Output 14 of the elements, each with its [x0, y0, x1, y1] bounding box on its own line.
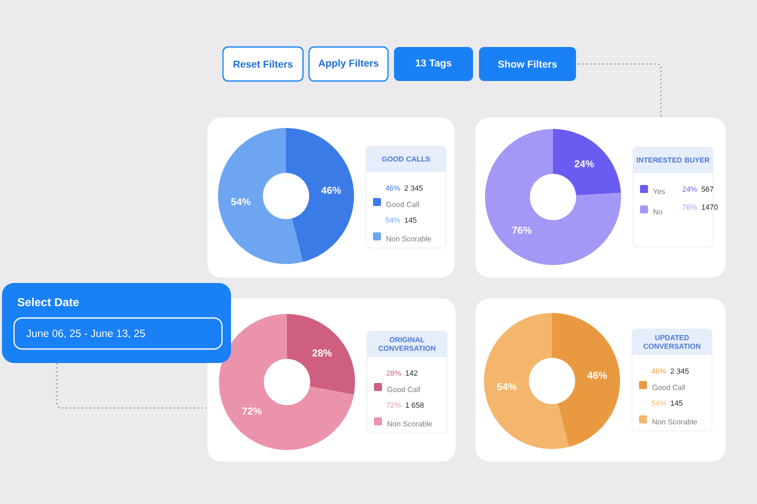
data-label: 46% [321, 186, 341, 194]
text: Show Filters [498, 60, 557, 68]
data-label: 54% [497, 383, 517, 390]
data-label: 54% [231, 198, 251, 206]
text: Apply Filters [318, 59, 378, 69]
text: 13 Tags [416, 59, 452, 69]
text: Select Date [18, 298, 79, 306]
data-label: 76% [512, 226, 532, 234]
data-label: 46% [587, 372, 607, 379]
data-label: 28% [312, 349, 332, 357]
data-label: 24% [574, 160, 594, 168]
text: June 06, 25 - June 13, 25 [26, 330, 145, 338]
text: Reset Filters [234, 60, 293, 68]
data-label: 72% [242, 408, 262, 415]
